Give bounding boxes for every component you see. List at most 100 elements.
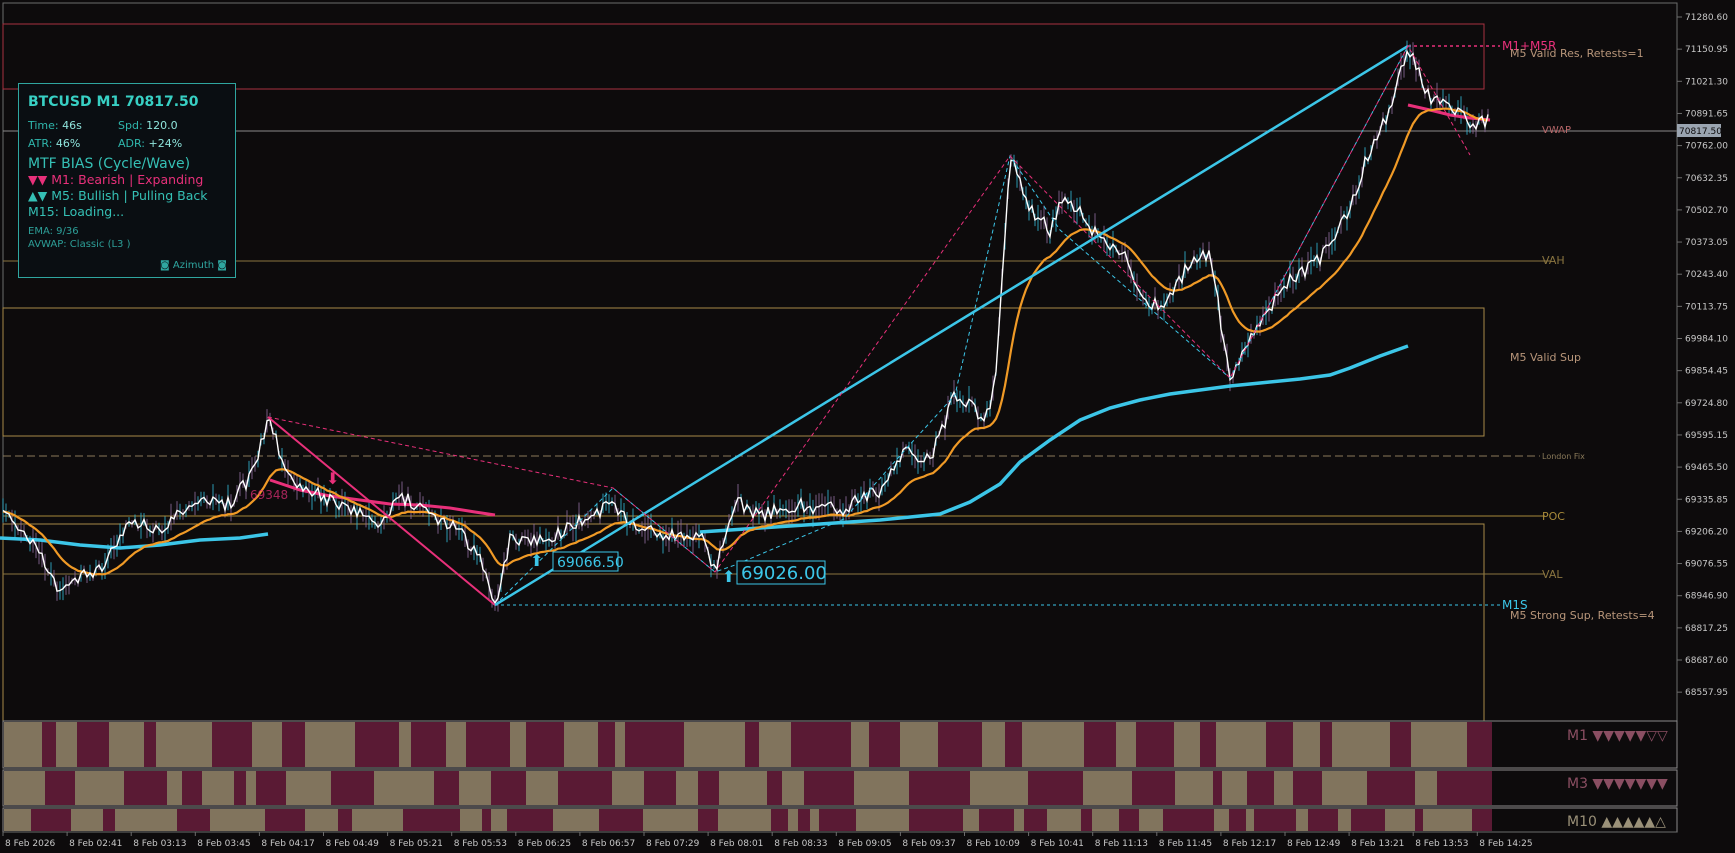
- bias-segment: [938, 722, 982, 767]
- bias-segment: [459, 771, 491, 805]
- bias-segment: [1047, 809, 1081, 831]
- bias-segment: [75, 771, 124, 805]
- bias-segment: [374, 771, 434, 805]
- strong-support-zone: [2, 523, 1485, 722]
- bias-segment: [1213, 771, 1222, 805]
- bias-segment: [1308, 809, 1338, 831]
- bias-segment: [1467, 722, 1492, 767]
- down-arrow-icon: ⬇: [326, 469, 339, 488]
- time-value: 46s: [62, 118, 82, 132]
- bias-segment: [234, 771, 246, 805]
- time-label: Time:: [28, 118, 59, 132]
- time-tick-label: 8 Feb 13:53: [1415, 839, 1468, 849]
- mtf-bias-panels[interactable]: [2, 720, 1678, 833]
- bias-segment: [1247, 771, 1274, 805]
- symbol-title: BTCUSD M1 70817.50: [28, 94, 199, 110]
- bias-segment: [4, 722, 42, 767]
- time-tick-label: 8 Feb 03:13: [133, 839, 186, 849]
- bias-segment: [1274, 771, 1293, 805]
- bias-segment: [491, 809, 507, 831]
- bias-segment: [399, 722, 411, 767]
- bias-segment: [103, 809, 115, 831]
- spd-label: Spd:: [118, 118, 143, 132]
- price-axis[interactable]: 71280.60 71150.95 71021.30 70891.65 70762.00…: [1676, 3, 1728, 721]
- bias-segment: [1083, 771, 1132, 805]
- price-tick-label: 68946.90: [1685, 592, 1728, 602]
- bias-segment: [1092, 809, 1119, 831]
- bias-segment: [115, 809, 177, 831]
- bias-segment: [1174, 722, 1200, 767]
- bias-segment: [403, 809, 460, 831]
- bear-ma-1: [269, 478, 496, 517]
- price-tick-label: 69335.85: [1685, 495, 1728, 505]
- bias-segment: [745, 722, 759, 767]
- bias-segment: [434, 771, 459, 805]
- ema-setting: EMA: 9/36: [28, 226, 79, 237]
- price-tick-label: 68817.25: [1685, 624, 1728, 634]
- bull-wave-line: [494, 44, 1409, 607]
- time-tick-label: 8 Feb 10:41: [1031, 839, 1084, 849]
- swing-low-box-2: [736, 560, 826, 585]
- bias-segment: [963, 809, 979, 831]
- bias-segment: [56, 722, 77, 767]
- bias-segment: [1338, 809, 1351, 831]
- bias-segment: [1005, 722, 1022, 767]
- bias-segment: [1216, 722, 1266, 767]
- bias-segment: [851, 722, 869, 767]
- bias-segment: [1437, 771, 1492, 805]
- spd-value: 120.0: [146, 118, 178, 132]
- bias-segment: [1024, 809, 1047, 831]
- bias-segment: [1175, 771, 1213, 805]
- bias-segment: [282, 722, 305, 767]
- support-zone: [2, 307, 1485, 437]
- bias-segment: [1320, 722, 1332, 767]
- up-arrow-icon: ⬆: [722, 567, 735, 586]
- bias-segment: [526, 722, 564, 767]
- bias-segment: [42, 722, 56, 767]
- bias-segment: [1322, 771, 1367, 805]
- time-tick-label: 8 Feb 03:45: [197, 839, 250, 849]
- bias-segment: [970, 771, 1028, 805]
- bias-segment: [1254, 809, 1296, 831]
- bias-segment: [1139, 809, 1163, 831]
- bias-segment: [1293, 722, 1320, 767]
- info-panel: BTCUSD M1 70817.50 Time: 46s Spd: 120.0 …: [18, 83, 236, 278]
- resistance-zone: [2, 23, 1485, 90]
- poc-label: POC: [1542, 510, 1565, 523]
- bias-segment: [210, 809, 265, 831]
- val-label: VAL: [1542, 568, 1563, 581]
- bias-segment: [598, 722, 615, 767]
- bias-segment: [615, 722, 625, 767]
- m15-bias: M15: Loading...: [28, 204, 125, 219]
- bias-segment: [791, 722, 851, 767]
- bias-segment: [1367, 771, 1415, 805]
- price-tick-label: 70113.75: [1685, 302, 1728, 312]
- bias-segment: [252, 722, 282, 767]
- current-price-tag: [1677, 124, 1721, 137]
- bias-segment: [979, 809, 1014, 831]
- swing-low-label-1: 69066.50: [557, 555, 624, 571]
- price-tick-label: 70373.05: [1685, 238, 1728, 248]
- bias-segment: [856, 809, 909, 831]
- bias-segment: [167, 771, 182, 805]
- bias-segment: [1081, 809, 1092, 831]
- fast-ema-line: [2, 107, 1488, 576]
- bias-segment: [719, 771, 767, 805]
- bias-segment: [1116, 722, 1136, 767]
- time-axis[interactable]: 8 Feb 2026 8 Feb 02:41 8 Feb 03:13 8 Feb 03…: [2, 831, 1677, 849]
- bias-segment: [1200, 722, 1216, 767]
- bias-segment: [124, 771, 167, 805]
- bias-segment: [182, 771, 202, 805]
- bull-zigzag: [494, 45, 1409, 606]
- bias-segment: [1415, 771, 1437, 805]
- subpanel-m1-label: M1 ▼▼▼▼▼▽▽: [1567, 728, 1668, 744]
- avwap-setting: AVWAP: Classic (L3 ): [28, 239, 131, 250]
- bias-segment: [1266, 722, 1293, 767]
- time-tick-label: 8 Feb 11:45: [1159, 839, 1212, 849]
- current-price-tag-text: 70817.50: [1679, 127, 1722, 137]
- atr-value: 46%: [55, 136, 81, 150]
- bias-segment: [4, 809, 31, 831]
- time-tick-label: 8 Feb 2026: [5, 839, 56, 849]
